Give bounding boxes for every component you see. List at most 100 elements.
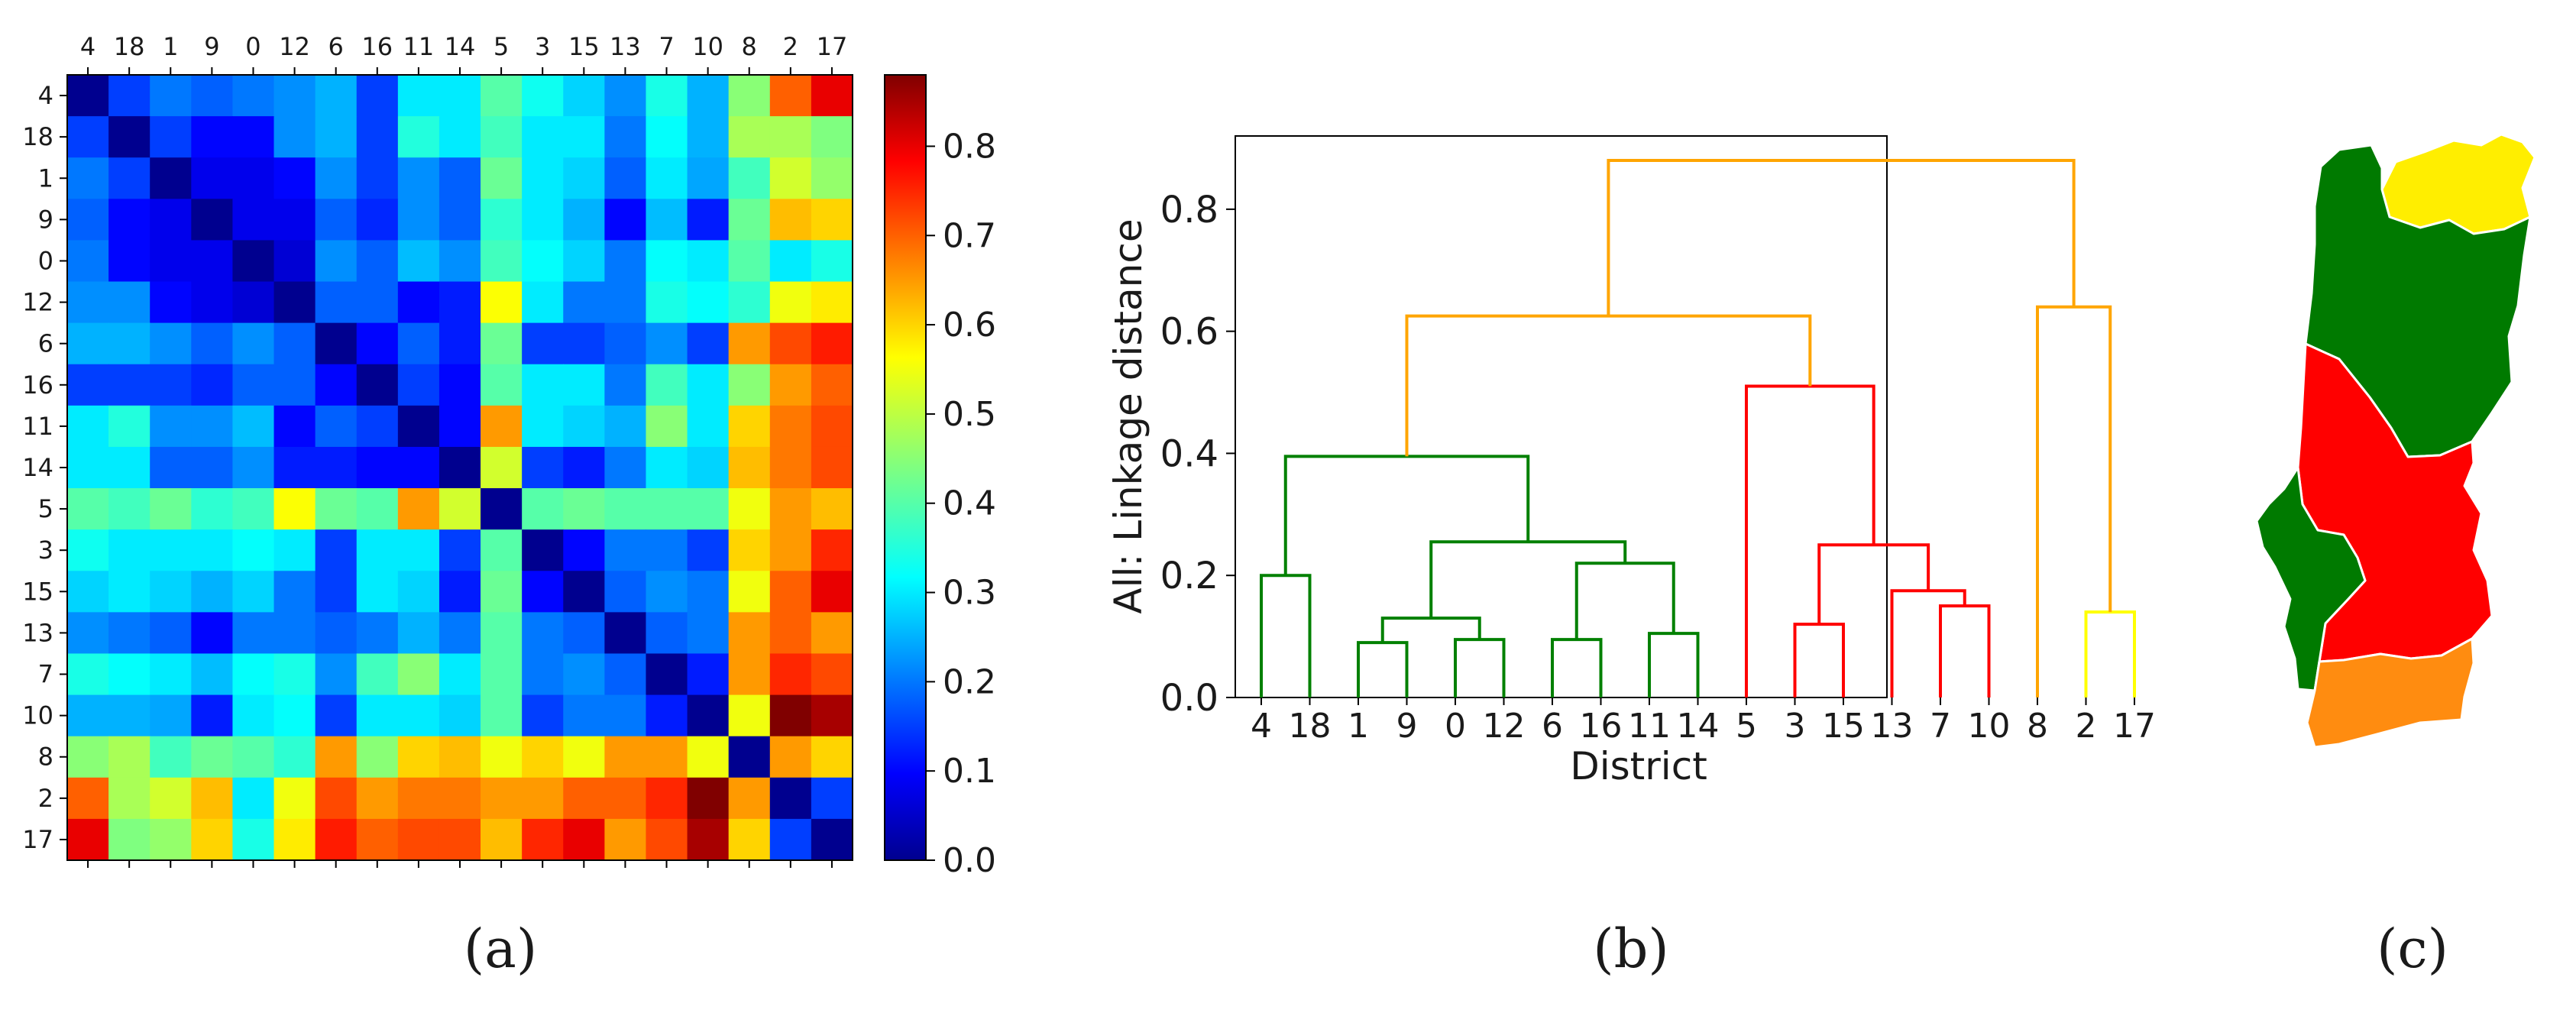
heatmap-cell — [273, 571, 316, 613]
heatmap-cell — [397, 157, 440, 199]
heatmap-col-label: 7 — [659, 32, 674, 61]
heatmap-cell — [646, 529, 688, 571]
map-region-orange — [2306, 637, 2475, 749]
heatmap-cell — [728, 364, 771, 406]
heatmap-cell — [315, 488, 358, 530]
heatmap-cell — [604, 364, 647, 406]
heatmap-cell — [108, 653, 150, 696]
dendrogram-y-ticks: 0.0 0.2 0.4 0.6 0.8 — [1160, 189, 1235, 720]
heatmap-cell — [150, 488, 192, 530]
heatmap-cell — [604, 488, 647, 530]
heatmap-cell — [687, 446, 730, 489]
heatmap-cell — [191, 75, 234, 117]
heatmap-cell — [563, 653, 605, 696]
heatmap-cell — [356, 199, 399, 241]
dendrogram-link — [1551, 638, 1603, 697]
heatmap-cell — [646, 736, 688, 778]
map-region-green-coast — [2255, 466, 2367, 692]
heatmap-cell — [811, 405, 853, 448]
heatmap-cell — [687, 157, 730, 199]
heatmap-cell — [728, 446, 771, 489]
heatmap-cell — [397, 405, 440, 448]
dendrogram-leaf-label: 10 — [1968, 707, 2011, 746]
heatmap-cell — [563, 364, 605, 406]
heatmap-cell — [604, 694, 647, 737]
heatmap-cell — [397, 653, 440, 696]
heatmap-cell — [397, 529, 440, 571]
heatmap-cell — [232, 322, 275, 365]
heatmap-cell — [563, 157, 605, 199]
heatmap-cell — [728, 281, 771, 324]
heatmap-cell — [522, 281, 564, 324]
heatmap-cell — [273, 405, 316, 448]
heatmap-cell — [439, 116, 481, 158]
heatmap-cell — [481, 694, 523, 737]
dendrogram-link — [1260, 574, 1312, 697]
heatmap-cell — [397, 364, 440, 406]
heatmap-row-label: 14 — [22, 453, 53, 482]
heatmap-cell — [356, 488, 399, 530]
heatmap-cell — [522, 364, 564, 406]
heatmap-cell — [563, 777, 605, 820]
heatmap-cell — [273, 157, 316, 199]
heatmap-cell — [481, 612, 523, 655]
heatmap-cell — [232, 694, 275, 737]
colorbar-tick-label: 0.4 — [943, 484, 996, 523]
heatmap-cell — [315, 199, 358, 241]
heatmap-cell — [728, 116, 771, 158]
heatmap-cell — [646, 116, 688, 158]
heatmap-cell — [522, 116, 564, 158]
colorbar-tick-label: 0.8 — [943, 127, 996, 166]
heatmap-col-label: 18 — [114, 32, 145, 61]
heatmap-cell — [646, 199, 688, 241]
heatmap-cell — [273, 199, 316, 241]
heatmap-cell — [439, 777, 481, 820]
heatmap-cell — [604, 157, 647, 199]
heatmap-col-label: 3 — [535, 32, 550, 61]
heatmap-cell — [481, 529, 523, 571]
heatmap-cell — [811, 488, 853, 530]
heatmap-cell — [481, 736, 523, 778]
heatmap-cell — [67, 322, 109, 365]
heatmap-cell — [108, 488, 150, 530]
heatmap-cell — [769, 446, 812, 489]
heatmap-cell — [563, 612, 605, 655]
heatmap-row-label: 9 — [38, 205, 53, 234]
heatmap-cell — [356, 322, 399, 365]
heatmap-col-label: 4 — [80, 32, 95, 61]
heatmap-cell — [604, 571, 647, 613]
heatmap-cell — [232, 777, 275, 820]
heatmap-cell — [397, 571, 440, 613]
heatmap-cell — [687, 818, 730, 861]
heatmap-cell — [646, 694, 688, 737]
heatmap-cell — [646, 446, 688, 489]
heatmap-cell — [397, 777, 440, 820]
heatmap-cell — [481, 199, 523, 241]
heatmap-cell — [150, 75, 192, 117]
heatmap-cell — [67, 571, 109, 613]
heatmap-cell — [273, 240, 316, 283]
heatmap-cell — [150, 405, 192, 448]
heatmap-cell — [191, 736, 234, 778]
heatmap-cell — [728, 694, 771, 737]
heatmap-cell — [273, 694, 316, 737]
heatmap-cell — [397, 199, 440, 241]
dendrogram-leaf-label: 17 — [2113, 707, 2156, 746]
heatmap-cell — [315, 529, 358, 571]
heatmap-cell — [232, 240, 275, 283]
heatmap-cell — [67, 529, 109, 571]
heatmap-cell — [769, 405, 812, 448]
dendrogram-leaf-label: 14 — [1677, 707, 1720, 746]
heatmap-cell — [481, 488, 523, 530]
heatmap-cell — [687, 199, 730, 241]
heatmap-cell — [150, 612, 192, 655]
heatmap-cell — [439, 240, 481, 283]
heatmap-cell — [811, 364, 853, 406]
heatmap-cell — [646, 777, 688, 820]
heatmap-cell — [191, 364, 234, 406]
heatmap-cell — [273, 529, 316, 571]
heatmap-cell — [191, 240, 234, 283]
heatmap-cell — [67, 694, 109, 737]
heatmap-cell — [563, 446, 605, 489]
heatmap-row-label: 16 — [22, 371, 53, 400]
